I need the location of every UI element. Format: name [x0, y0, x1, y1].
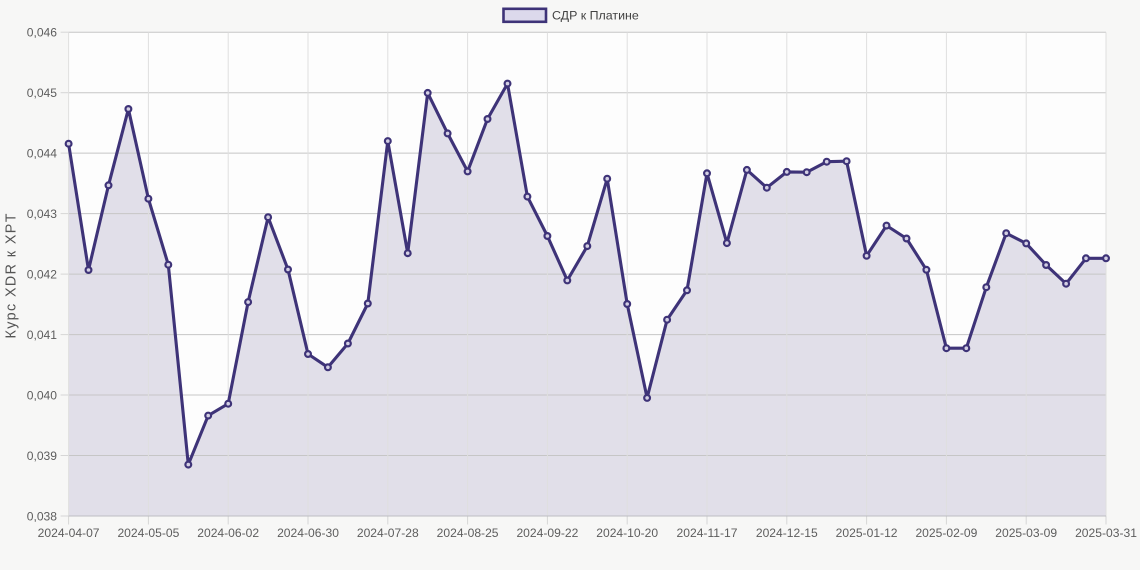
svg-text:2025-03-31: 2025-03-31	[1075, 526, 1137, 540]
svg-text:0,040: 0,040	[27, 388, 58, 402]
svg-text:0,041: 0,041	[27, 328, 58, 342]
svg-text:0,039: 0,039	[27, 449, 58, 463]
svg-text:2025-02-09: 2025-02-09	[915, 526, 977, 540]
svg-text:2024-11-17: 2024-11-17	[677, 526, 738, 540]
svg-text:2024-09-22: 2024-09-22	[516, 526, 578, 540]
svg-text:Курс XDR к XPT: Курс XDR к XPT	[4, 213, 20, 338]
svg-text:2024-07-28: 2024-07-28	[357, 526, 419, 540]
svg-text:0,044: 0,044	[27, 146, 58, 160]
svg-text:2024-06-30: 2024-06-30	[277, 526, 339, 540]
svg-text:0,043: 0,043	[27, 207, 58, 221]
svg-text:2024-08-25: 2024-08-25	[437, 526, 499, 540]
svg-text:2024-10-20: 2024-10-20	[596, 526, 658, 540]
svg-text:2024-04-07: 2024-04-07	[38, 526, 100, 540]
svg-text:2025-01-12: 2025-01-12	[836, 526, 898, 540]
svg-text:0,046: 0,046	[27, 26, 58, 40]
svg-text:2025-03-09: 2025-03-09	[995, 526, 1057, 540]
svg-text:СДР к Платине: СДР к Платине	[552, 9, 639, 23]
svg-text:2024-05-05: 2024-05-05	[117, 526, 179, 540]
svg-text:0,045: 0,045	[27, 86, 58, 100]
svg-text:2024-12-15: 2024-12-15	[756, 526, 818, 540]
svg-text:0,042: 0,042	[27, 267, 58, 281]
svg-text:0,038: 0,038	[27, 509, 58, 523]
svg-text:2024-06-02: 2024-06-02	[197, 526, 259, 540]
